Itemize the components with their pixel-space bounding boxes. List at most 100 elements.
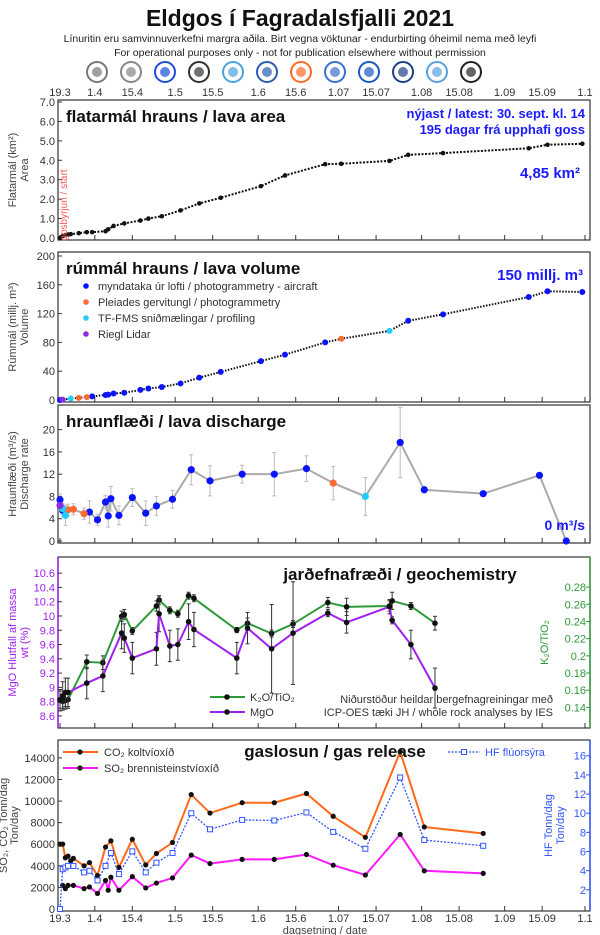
discharge-point [101,498,110,506]
latest-update-text: nýjast / latest: 30. sept. kl. 14 [407,106,586,121]
area-point [580,141,585,147]
y-tick-label: 9.4 [40,654,55,666]
y-axis-title: wt (%) [19,627,31,659]
y-tick-label: 8 [49,491,55,503]
y-axis-title: Flatarmál (km²) [7,133,19,208]
y-axis-title: Discharge rate [19,438,31,510]
geochem-point [389,598,395,604]
method-note: ICP-OES tæki JH / whole rock analyses by… [324,707,553,719]
area-point [146,216,151,221]
logo [222,61,244,83]
logo [86,61,108,83]
gas-point [397,831,403,838]
geochem-point [83,659,90,665]
discharge-point [270,470,278,478]
logo-emblem-icon [398,67,408,77]
geochem-point [343,604,350,610]
gas-point [60,841,66,847]
x-tick-label-bottom: 15.6 [285,913,306,925]
discharge-point [93,516,102,524]
logo [290,61,312,83]
x-tick-label-top: 1.4 [87,87,102,99]
gas-point [330,813,336,819]
logo-emblem-icon [324,61,346,83]
x-axis-title: dagsetning / date [283,925,367,935]
volume-point [158,384,165,391]
hf-point [421,837,428,844]
legend-marker [224,709,230,715]
area-point [258,183,264,189]
logo [426,61,448,83]
y-axis-title: MgO Hlutfall af massa [7,588,19,697]
volume-point [105,391,112,398]
y-tick-label: 120 [37,309,55,321]
gas-point [153,880,160,886]
discharge-point [396,438,404,447]
gas-point [303,851,310,858]
x-tick-label-top: 15.09 [528,87,556,99]
discharge-point [128,493,136,502]
eruption-start-label: gosbyrjun / start [59,169,70,240]
volume-point [405,317,412,324]
panel-title: gaslosun / gas release [244,742,425,761]
y-axis-title: Hraunflæði (m³/s) [7,431,19,517]
y-tick-label: 3.0 [40,175,55,187]
x-tick-label-top: 1.09 [494,87,515,99]
gas-point [153,850,160,857]
hf-point [70,862,77,869]
logo-emblem-icon [92,67,102,77]
y-axis-title: Volume [19,309,31,346]
gas-point [70,855,76,861]
y-axis-title: Rúmmál (millj. m³) [7,282,19,371]
y-tick-label: 0 [49,536,55,548]
x-tick-label-top: 1.1 [577,87,592,99]
area-point [338,161,344,167]
volume-point [83,394,90,401]
geochem-point [233,655,240,661]
y-tick-label: 9.6 [40,640,55,652]
hf-point [57,906,63,912]
discharge-point [104,512,112,520]
logo-emblem-icon [358,61,380,83]
logo-emblem-icon [256,61,278,83]
legend-marker [83,315,89,321]
gas-point [480,830,486,837]
y-tick-label: 8.6 [40,711,55,723]
discharge-point [64,506,72,514]
geochem-point [290,630,296,636]
legend-marker [83,331,89,337]
hf-point [169,849,176,856]
x-tick-label-top: 1.5 [168,87,183,99]
gas-point [330,862,336,868]
x-tick-label-bottom: 1.4 [87,913,102,925]
gas-point [81,863,87,869]
x-tick-label-bottom: 15.5 [202,913,223,925]
discharge-point [152,502,161,510]
figure-title: Eldgos í Fagradalsfjalli 2021 [146,5,454,31]
gas-point [169,839,176,846]
x-tick-label-top: 15.6 [285,87,306,99]
x-tick-label-bottom: 1.5 [168,913,183,925]
discharge-point [115,511,123,519]
gas-point [70,882,76,888]
area-point [322,161,328,167]
area-point [138,218,143,223]
y-tick-label: 2000 [31,882,55,894]
geochem-point [432,685,438,691]
x-tick-label-bottom: 15.08 [445,913,473,925]
y-right-tick-label: 0.26 [565,599,586,611]
discharge-point [56,496,64,504]
geochem-point [118,630,125,636]
y-right-tick-label: 0.16 [565,685,586,697]
gas-point [480,870,486,876]
y-right-tick-label: 0.2 [571,651,586,663]
area-point [387,158,392,164]
hf-point [86,867,93,874]
hf-point [207,826,213,833]
y-right-tick-label: 16 [574,751,586,763]
discharge-point [69,505,77,513]
logo-emblem-icon [426,61,448,83]
logo-emblem-icon [188,61,210,83]
volume-point [440,311,447,318]
logo-emblem-icon [86,61,108,83]
